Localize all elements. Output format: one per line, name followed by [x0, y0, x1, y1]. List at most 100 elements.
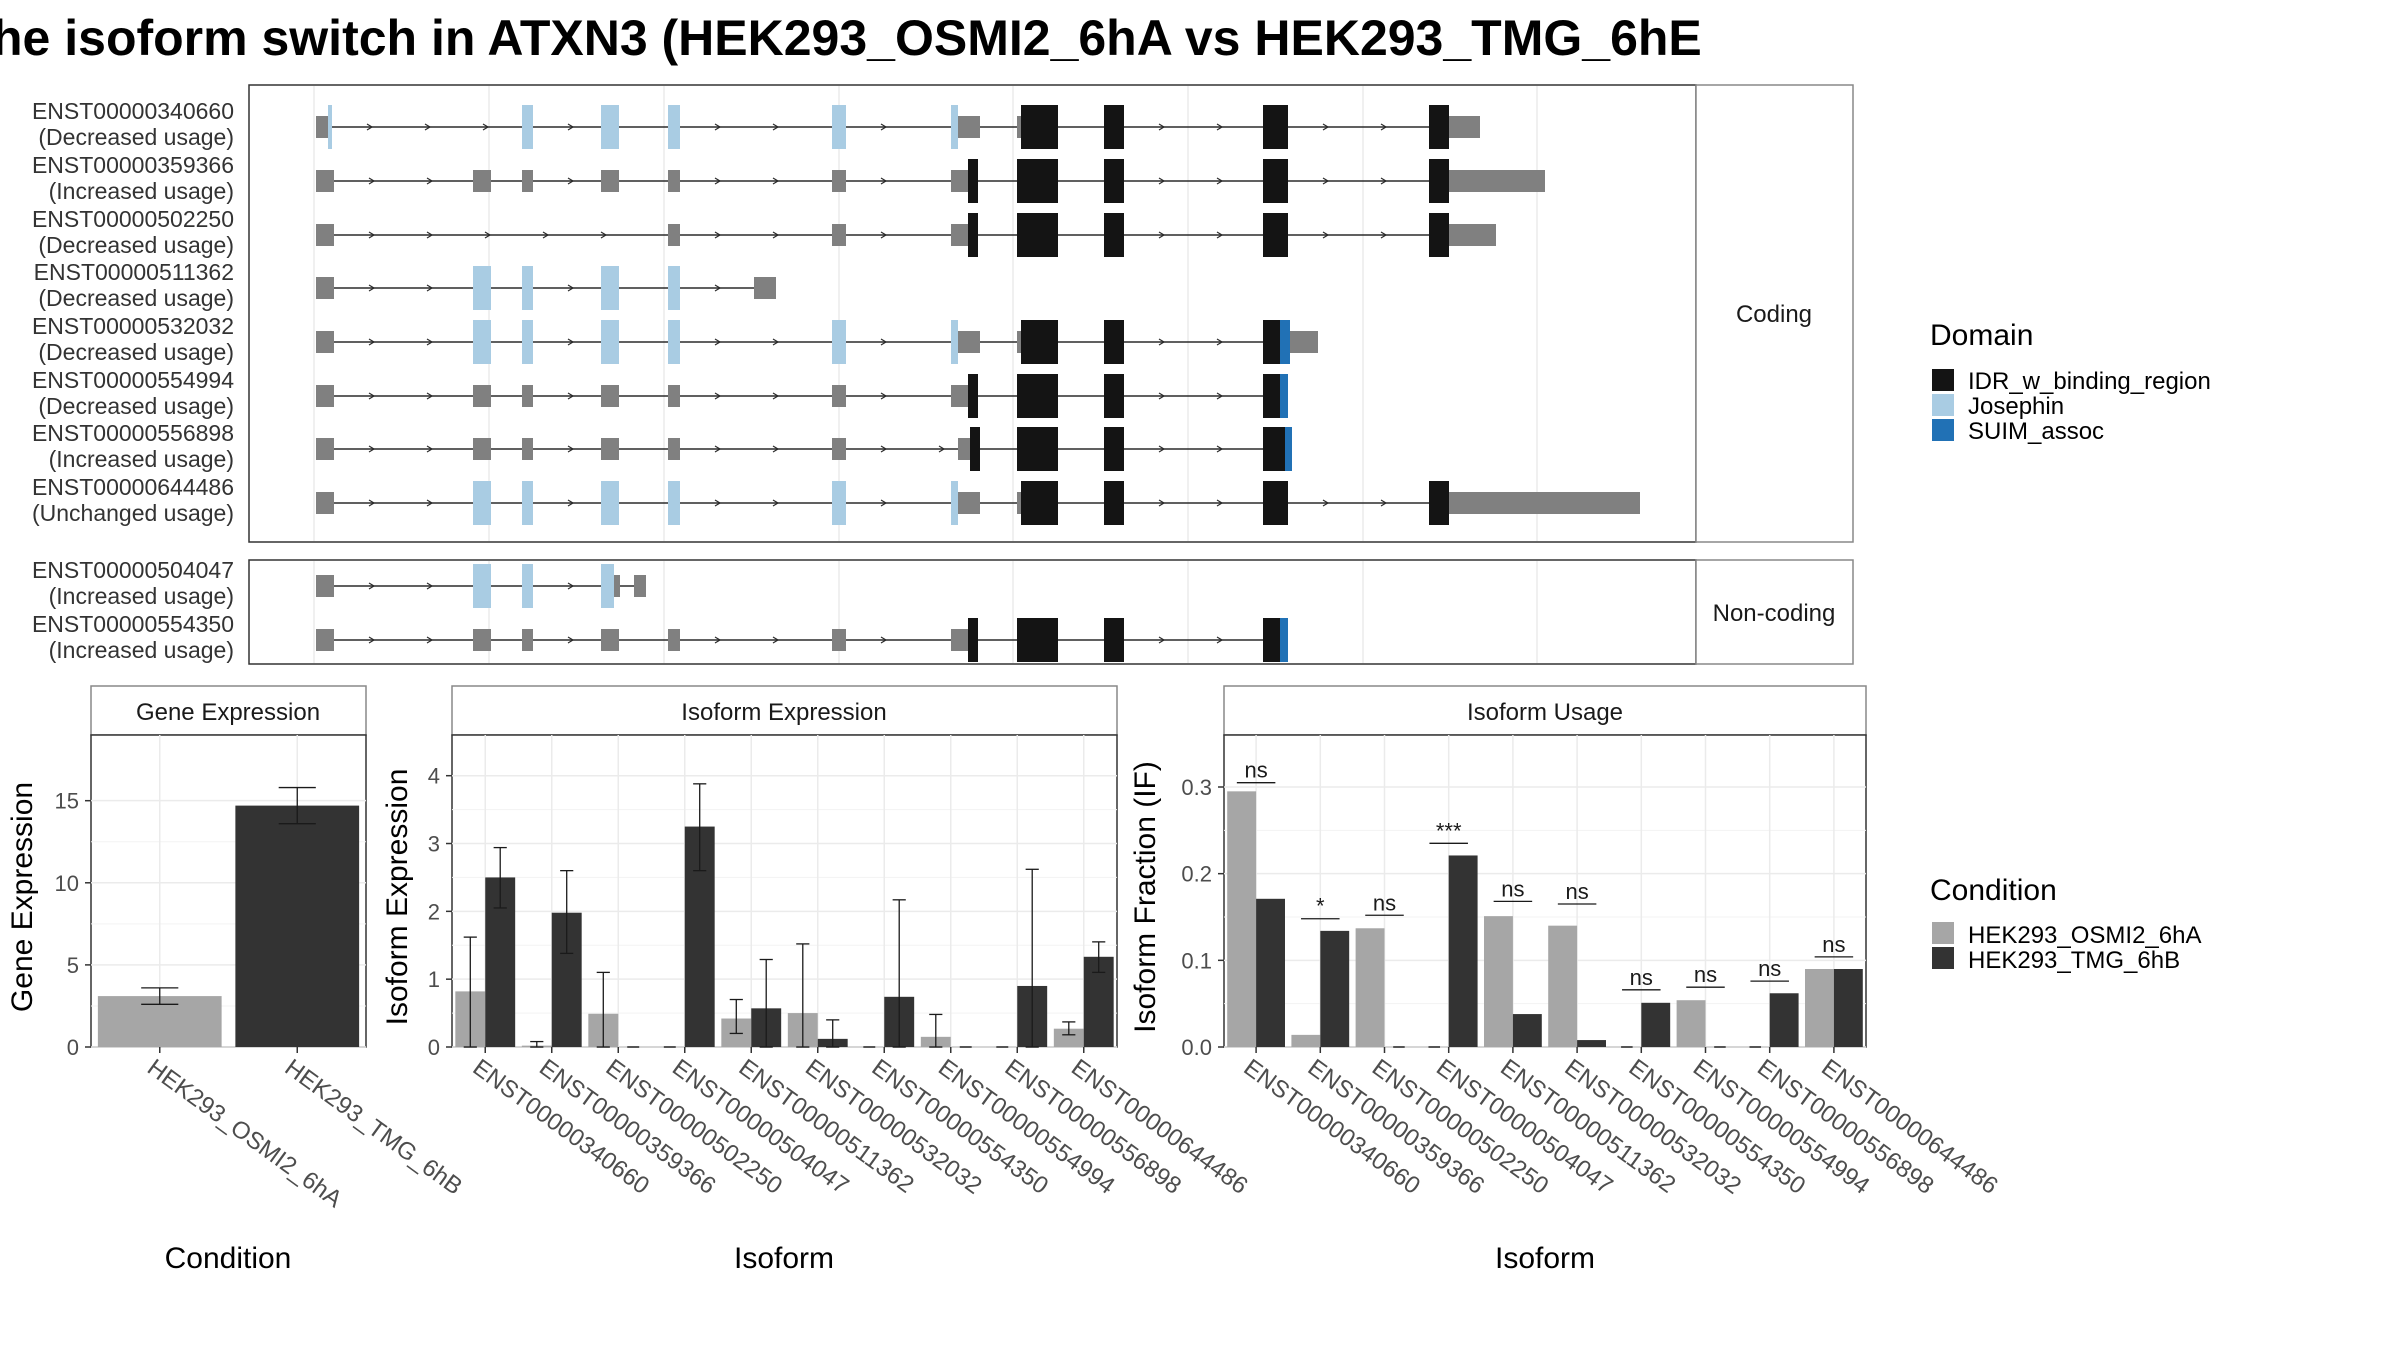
- intron-arrow-icon: [1322, 499, 1330, 507]
- legend-label-cond-b: HEK293_TMG_6hB: [1968, 947, 2180, 974]
- intron-arrow-icon: [1158, 499, 1166, 507]
- intron-arrow-icon: [938, 445, 946, 453]
- exon-block: [601, 320, 619, 364]
- isoform-usage-panel: Isoform Usage 0.00.10.20.3ENST0000034066…: [1129, 685, 2003, 1275]
- intron-arrow-icon: [426, 231, 434, 239]
- domain-legend-title: Domain: [1930, 319, 2033, 352]
- exon-block: [832, 170, 846, 192]
- intron-arrow-icon: [772, 231, 780, 239]
- transcript-usage-label: (Decreased usage): [38, 124, 234, 150]
- exon-block: [328, 105, 332, 149]
- exon-block: [316, 277, 334, 299]
- exon-block: [668, 224, 680, 246]
- exon-block: [1449, 224, 1496, 246]
- intron-arrow-icon: [567, 636, 575, 644]
- intron-arrow-icon: [1158, 338, 1166, 346]
- intron-arrow-icon: [426, 582, 434, 590]
- intron-arrow-icon: [1158, 445, 1166, 453]
- exon-block: [1263, 159, 1288, 203]
- exon-block: [522, 266, 533, 310]
- transcript-track: [316, 213, 1496, 257]
- bar: [1291, 1034, 1321, 1047]
- exon-block: [522, 629, 533, 651]
- intron-arrow-icon: [1322, 177, 1330, 185]
- intron-arrow-icon: [1322, 123, 1330, 131]
- legend-swatch-idr: [1932, 369, 1954, 391]
- exon-block: [668, 266, 680, 310]
- exon-block: [1017, 331, 1021, 353]
- exon-block: [522, 564, 533, 608]
- intron-arrow-icon: [567, 177, 575, 185]
- exon-block: [601, 170, 619, 192]
- exon-block: [668, 105, 680, 149]
- exon-block: [522, 385, 533, 407]
- exon-block: [1021, 105, 1058, 149]
- exon-block: [601, 564, 614, 608]
- transcript-id-label: ENST00000556898: [32, 420, 234, 446]
- exon-block: [316, 331, 334, 353]
- significance-label: ns: [1630, 965, 1653, 990]
- y-tick-label: 0: [428, 1035, 440, 1060]
- exon-block: [522, 320, 533, 364]
- intron-arrow-icon: [880, 636, 888, 644]
- intron-arrow-icon: [567, 123, 575, 131]
- exon-block: [1429, 105, 1449, 149]
- exon-block: [316, 116, 328, 138]
- transcript-usage-label: (Increased usage): [49, 637, 234, 663]
- y-tick-label: 10: [55, 871, 79, 896]
- intron-arrow-icon: [426, 392, 434, 400]
- transcript-usage-label: (Decreased usage): [38, 285, 234, 311]
- legend-swatch-suim: [1932, 419, 1954, 441]
- intron-arrow-icon: [714, 636, 722, 644]
- exon-block: [1017, 618, 1058, 662]
- significance-label: ns: [1822, 932, 1845, 957]
- intron-arrow-icon: [714, 231, 722, 239]
- intron-arrow-icon: [1216, 392, 1224, 400]
- exon-block: [1280, 320, 1290, 364]
- condition-legend: Condition HEK293_OSMI2_6hA HEK293_TMG_6h…: [1930, 874, 2201, 974]
- intron-arrow-icon: [368, 177, 376, 185]
- transcript-track: [316, 159, 1545, 203]
- intron-arrow-icon: [772, 177, 780, 185]
- intron-arrow-icon: [1216, 445, 1224, 453]
- isoform-usage-panel-title: Isoform Usage: [1467, 699, 1623, 726]
- significance-label: ns: [1565, 879, 1588, 904]
- intron-arrow-icon: [772, 499, 780, 507]
- exon-block: [473, 320, 491, 364]
- exon-block: [668, 170, 680, 192]
- transcript-id-label: ENST00000554350: [32, 611, 234, 637]
- intron-arrow-icon: [880, 123, 888, 131]
- intron-arrow-icon: [426, 177, 434, 185]
- transcript-id-label: ENST00000532032: [32, 313, 234, 339]
- exon-block: [832, 438, 846, 460]
- transcript-track: [316, 266, 776, 310]
- exon-block: [1280, 374, 1288, 418]
- intron-arrow-icon: [1158, 177, 1166, 185]
- exon-block: [1429, 159, 1449, 203]
- intron-arrow-icon: [1216, 636, 1224, 644]
- isoform-expression-strip: [451, 685, 1118, 736]
- y-tick-label: 0.1: [1181, 948, 1212, 973]
- exon-block: [316, 385, 334, 407]
- exon-block: [1263, 481, 1288, 525]
- exon-block: [832, 224, 846, 246]
- exon-block: [473, 170, 491, 192]
- exon-block: [951, 105, 958, 149]
- exon-block: [473, 385, 491, 407]
- exon-block: [1449, 170, 1545, 192]
- transcript-track: [316, 481, 1640, 525]
- exon-block: [951, 385, 968, 407]
- y-tick-label: 4: [428, 764, 440, 789]
- intron-arrow-icon: [1216, 499, 1224, 507]
- transcript-id-label: ENST00000502250: [32, 206, 234, 232]
- intron-arrow-icon: [567, 338, 575, 346]
- intron-arrow-icon: [567, 284, 575, 292]
- exon-block: [668, 385, 680, 407]
- exon-block: [1104, 427, 1124, 471]
- intron-arrow-icon: [1158, 392, 1166, 400]
- intron-arrow-icon: [482, 123, 490, 131]
- intron-arrow-icon: [1322, 231, 1330, 239]
- exon-block: [1429, 481, 1449, 525]
- transcript-track: [316, 105, 1480, 149]
- exon-block: [316, 575, 334, 597]
